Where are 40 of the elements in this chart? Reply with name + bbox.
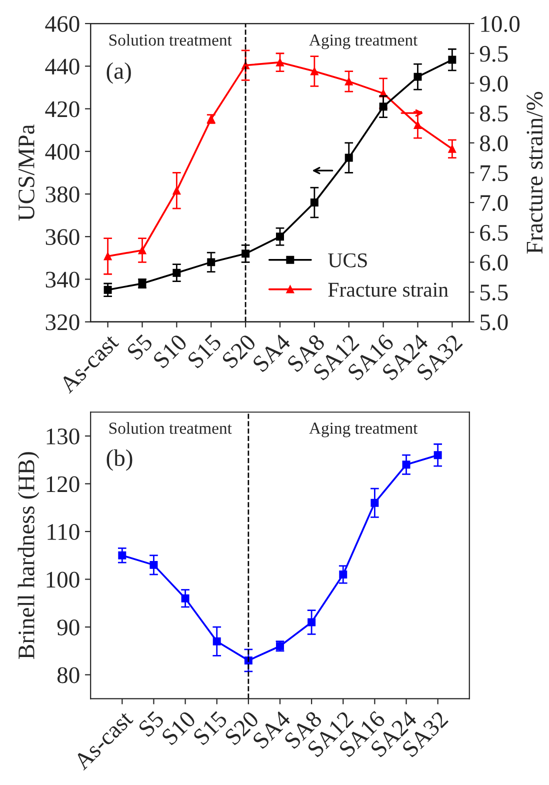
y-tick-label: 320 — [46, 314, 80, 330]
y-tick-label: 100 — [46, 572, 80, 588]
x-tick-label: S10 — [152, 333, 188, 369]
y-tick-label: 340 — [46, 272, 80, 288]
y-tick-label: 110 — [48, 524, 80, 540]
y-tick-label: 460 — [45, 16, 80, 32]
point — [276, 58, 284, 66]
x-tick-label: S5 — [126, 333, 154, 361]
y-tick-label: 360 — [46, 229, 80, 246]
legend-label: Fracture strain — [328, 282, 448, 297]
y-tick-label: 130 — [46, 428, 80, 444]
y-tick-label: 380 — [46, 186, 80, 202]
y-tick-label: 440 — [45, 58, 80, 75]
annotation: Solution treatment — [109, 422, 232, 434]
y2-tick-label: 7.0 — [480, 195, 508, 212]
x-tick-label: S15 — [186, 333, 222, 369]
annotation: Solution treatment — [109, 34, 232, 46]
y2-tick-label: 9.0 — [480, 76, 508, 92]
y-tick-label: 90 — [57, 620, 80, 636]
annotation: (a) — [106, 62, 131, 84]
y2-tick-label: 5.0 — [480, 314, 508, 330]
y2-tick-label: 6.0 — [480, 254, 508, 271]
y-axis-title: UCS/MPa — [18, 124, 34, 221]
y-tick-label: 120 — [46, 476, 80, 492]
y2-tick-label: 5.5 — [480, 284, 508, 301]
y2-tick-label: 8.0 — [480, 135, 508, 152]
y2-tick-label: 7.5 — [480, 165, 508, 182]
legend-label: UCS — [328, 253, 367, 268]
y2-axis-title: Fracture strain/% — [526, 92, 543, 254]
y2-tick-label: 10.0 — [481, 16, 520, 32]
y-tick-label: 400 — [45, 144, 80, 160]
y2-tick-label: 6.5 — [480, 224, 508, 241]
y-axis-title: Brinell hardness (HB) — [18, 452, 40, 659]
y2-tick-label: 8.5 — [480, 106, 508, 122]
y-tick-label: 80 — [57, 667, 80, 684]
annotation: Aging treatment — [309, 422, 418, 438]
annotation: Aging treatment — [309, 34, 418, 50]
y-tick-label: 420 — [45, 101, 80, 118]
annotation: (b) — [106, 449, 132, 471]
y2-tick-label: 9.5 — [480, 46, 508, 62]
